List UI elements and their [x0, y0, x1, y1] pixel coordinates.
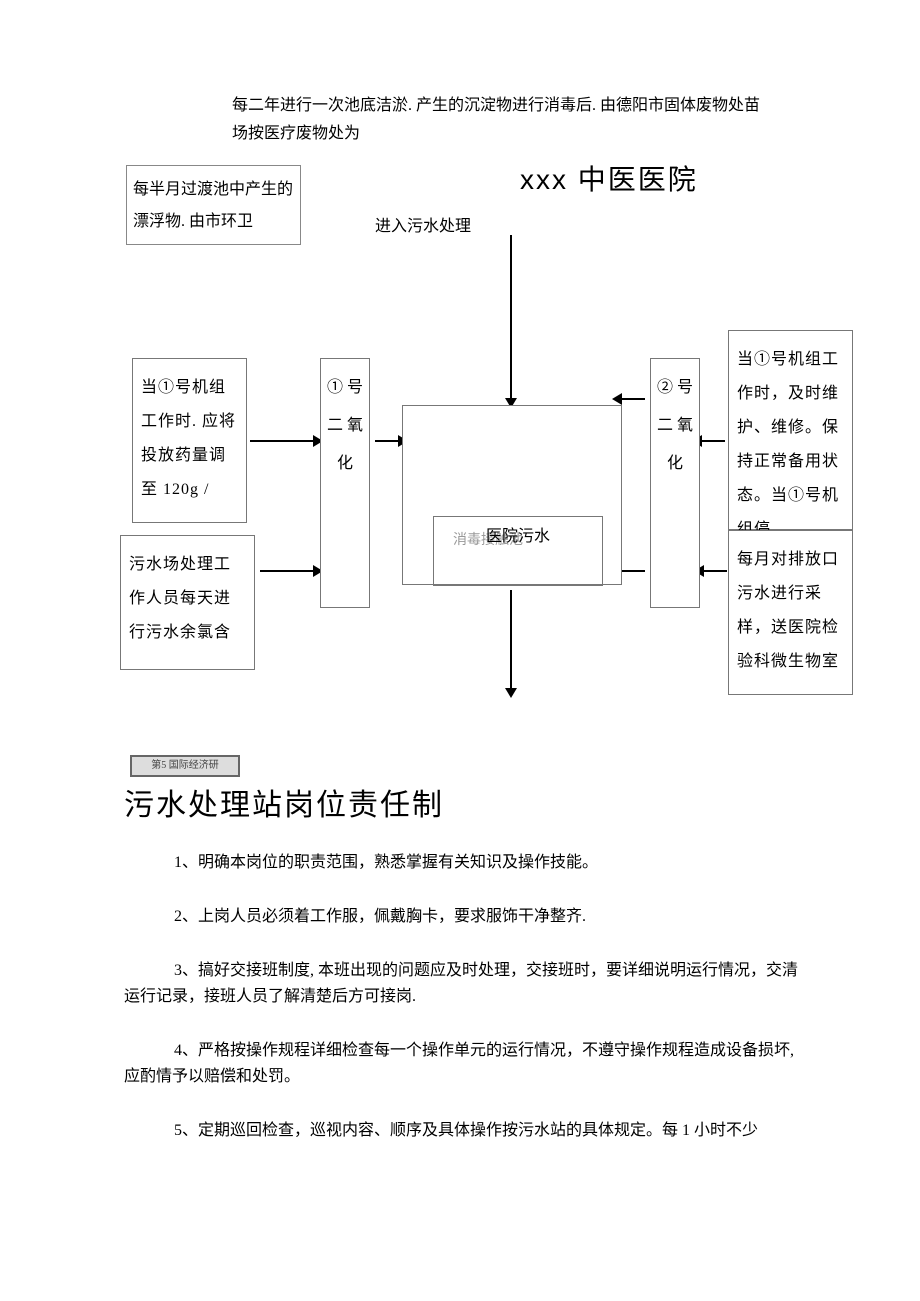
rule-item: 2、上岗人员必须着工作服，佩戴胸卡，要求服饰干净整齐. [124, 904, 804, 930]
rule-text: 5、定期巡回检查，巡视内容、顺序及具体操作按污水站的具体规定。每 1 小时不少 [174, 1122, 758, 1139]
small-decoration: 第5 国际经济研 [130, 755, 240, 777]
left-box-1: 当①号机组工作时. 应将投放药量调至 120g / [132, 358, 247, 523]
unit-2-box: ② 号 二 氧 化 [650, 358, 700, 608]
arrow-l3 [260, 570, 315, 572]
arrow-r4 [702, 570, 727, 572]
section-heading: 污水处理站岗位责任制 [124, 780, 444, 824]
arrow-l2 [375, 440, 400, 442]
rule-item: 3、搞好交接班制度, 本班出现的问题应及时处理，交接班时，要详细说明运行情况，交… [124, 958, 804, 1010]
arrow-down-top [510, 235, 512, 400]
rules-list: 1、明确本岗位的职责范围，熟悉掌握有关知识及操作技能。 2、上岗人员必须着工作服… [124, 850, 804, 1172]
arrow-r2 [700, 440, 725, 442]
unit-1-box: ① 号 二 氧 化 [320, 358, 370, 608]
rule-item: 4、严格按操作规程详细检查每一个操作单元的运行情况，不遵守操作规程造成设备损坏,… [124, 1038, 804, 1090]
center-box: 消毒接触池 医院污水 [402, 405, 622, 585]
left-box-2: 污水场处理工作人员每天进行污水余氯含 [120, 535, 255, 670]
rule-text: 2、上岗人员必须着工作服，佩戴胸卡，要求服饰干净整齐. [174, 908, 586, 925]
rule-text: 3、搞好交接班制度, 本班出现的问题应及时处理，交接班时，要详细说明运行情况，交… [124, 962, 798, 1005]
right-box-2: 每月对排放口污水进行采样，送医院检验科微生物室 [728, 530, 853, 695]
arrow-r3 [620, 570, 645, 572]
hospital-title: xxx 中医医院 [520, 158, 698, 198]
arrow-down-bottom [510, 590, 512, 690]
arrow-l1 [250, 440, 315, 442]
rule-text: 4、严格按操作规程详细检查每一个操作单元的运行情况，不遵守操作规程造成设备损坏,… [124, 1042, 794, 1085]
right-box-1: 当①号机组工作时，及时维护、维修。保持正常备用状态。当①号机组停 [728, 330, 853, 530]
center-main-label: 医院污水 [433, 516, 603, 586]
top-note-text: 每二年进行一次池底洁淤. 产生的沉淀物进行消毒后. 由德阳市固体废物处苗场按医疗… [232, 92, 772, 148]
rule-item: 5、定期巡回检查，巡视内容、顺序及具体操作按污水站的具体规定。每 1 小时不少 [124, 1118, 804, 1144]
arrow-r1 [620, 398, 645, 400]
rule-item: 1、明确本岗位的职责范围，熟悉掌握有关知识及操作技能。 [124, 850, 804, 876]
rule-text: 1、明确本岗位的职责范围，熟悉掌握有关知识及操作技能。 [174, 854, 598, 871]
flow-diagram: 当①号机组工作时. 应将投放药量调至 120g / 污水场处理工作人员每天进行污… [120, 230, 820, 740]
